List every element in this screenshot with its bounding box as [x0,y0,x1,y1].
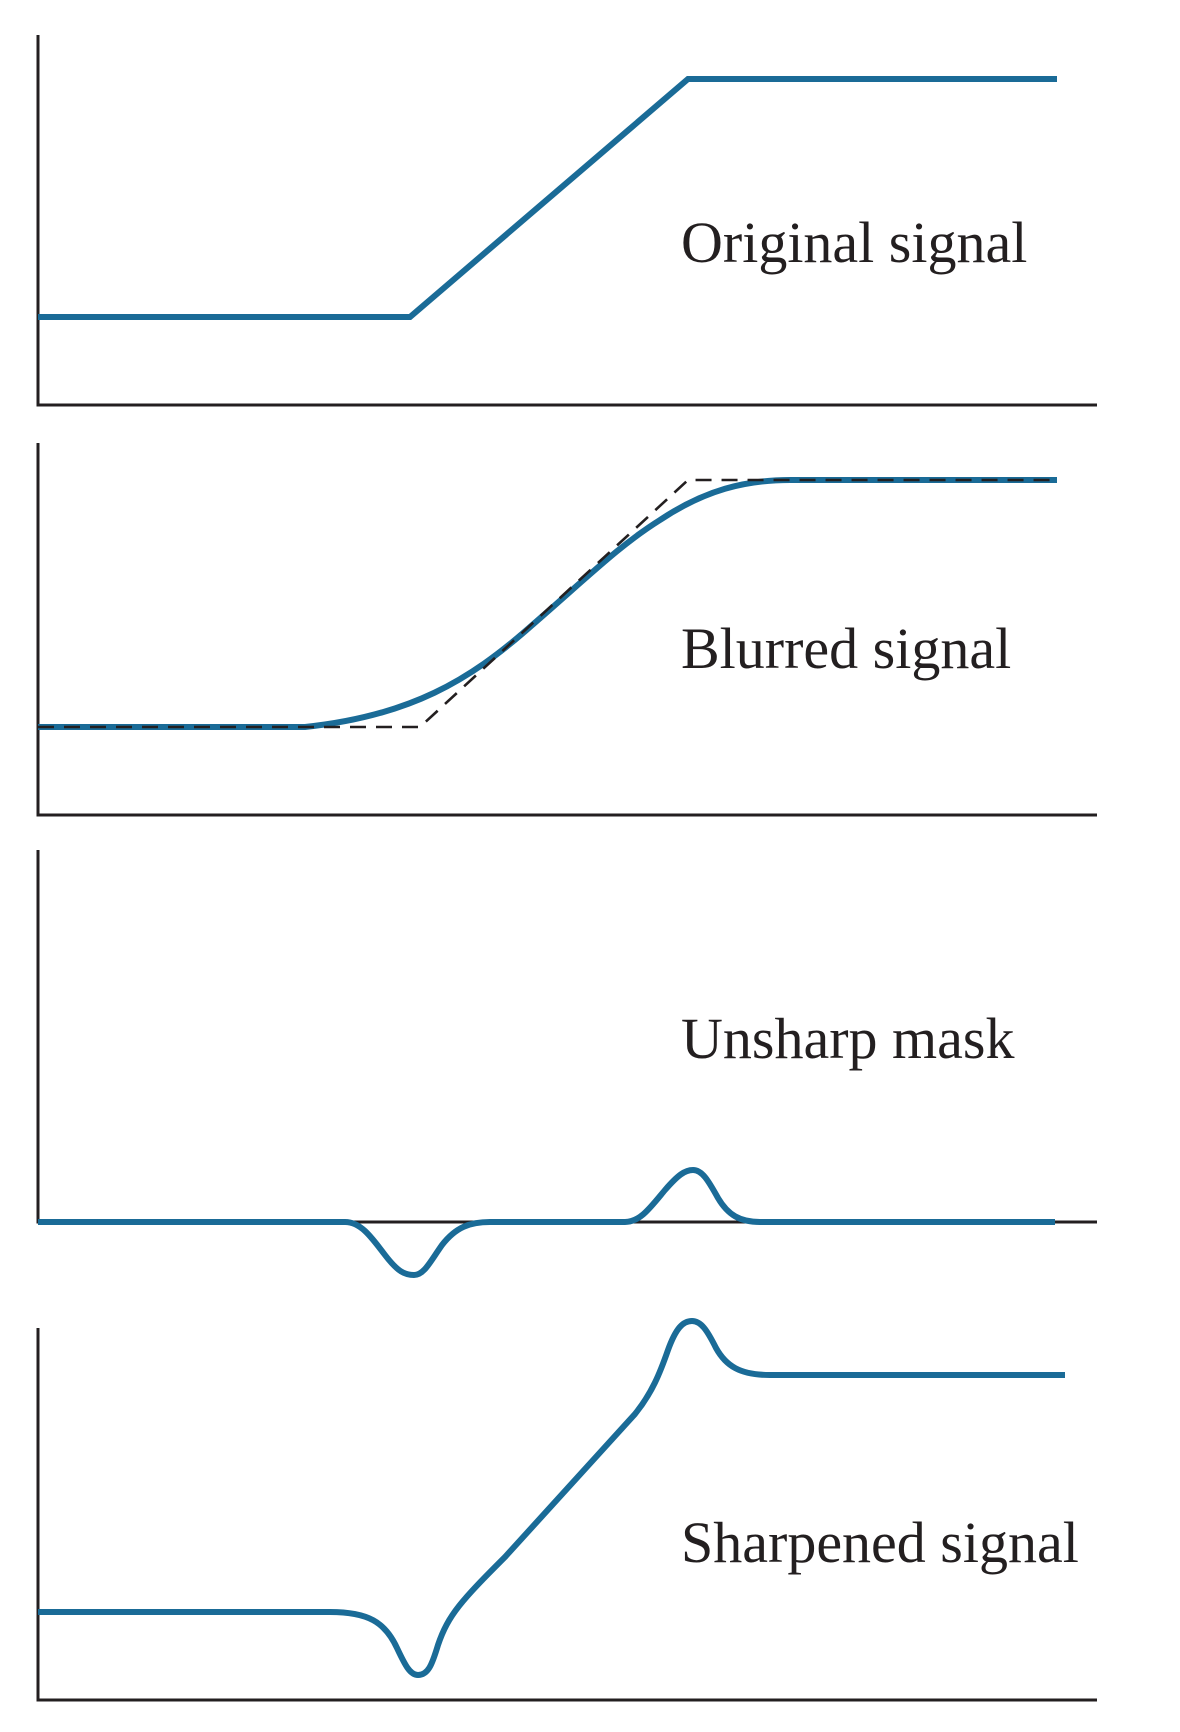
curve-original-reference-dashed [38,478,1057,729]
curve-sharpened-signal [38,1317,1065,1679]
axis-blurred [36,443,1097,817]
curve-unsharp-mask [38,1166,1055,1279]
panel-sharpened: Sharpened signal [36,1317,1097,1702]
axis-original [36,35,1097,407]
label-sharpened-signal: Sharpened signal [681,1510,1079,1575]
curve-original-signal [38,76,1057,320]
panel-unsharp: Unsharp mask [36,850,1097,1279]
label-blurred-signal: Blurred signal [681,616,1011,681]
label-original-signal: Original signal [681,210,1027,275]
panel-original: Original signal [36,35,1097,407]
label-unsharp-mask: Unsharp mask [681,1006,1014,1071]
panel-blurred: Blurred signal [36,443,1097,817]
axis-sharpened [36,1328,1097,1702]
curve-blurred-signal [38,477,1057,730]
